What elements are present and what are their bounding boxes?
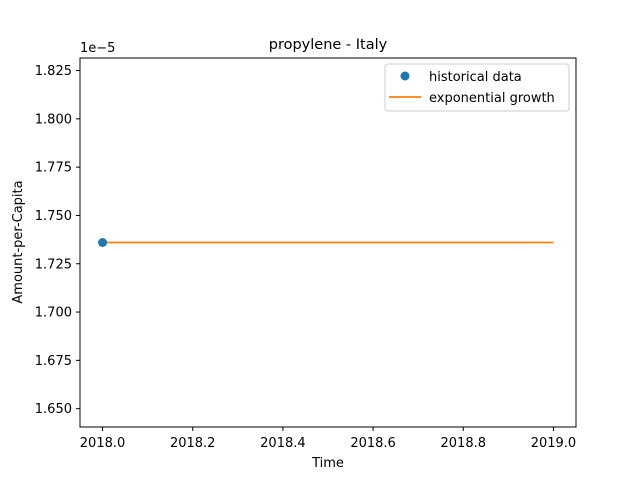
legend: historical data exponential growth (384, 63, 570, 112)
x-axis-ticks: 2018.0 2018.2 2018.4 2018.6 2018.8 2019.0 (80, 427, 576, 451)
y-axis-ticks: 1.650 1.675 1.700 1.725 1.750 1.775 1.800 1.825 (35, 64, 80, 417)
legend-label-historical-data: historical data (429, 70, 522, 85)
x-axis-label: Time (311, 456, 344, 471)
y-axis-label: Amount-per-Capita (11, 180, 26, 303)
axes-frame (79, 57, 577, 428)
y-tick-label: 1.725 (35, 257, 72, 272)
x-tick-label: 2018.0 (80, 436, 126, 451)
legend-label-exponential-growth: exponential growth (429, 91, 555, 106)
chart-title: propylene - Italy (269, 37, 388, 53)
x-tick-label: 2018.8 (441, 436, 487, 451)
plot-area (98, 238, 554, 247)
y-tick-label: 1.650 (35, 402, 72, 417)
y-offset-label: 1e−5 (80, 41, 115, 56)
y-tick-label: 1.750 (35, 209, 72, 224)
x-tick-label: 2018.2 (170, 436, 216, 451)
y-tick-label: 1.775 (35, 161, 72, 176)
data-point-historical (98, 238, 108, 247)
x-tick-label: 2018.6 (350, 436, 396, 451)
y-tick-label: 1.700 (35, 306, 72, 321)
x-tick-label: 2018.4 (260, 436, 306, 451)
y-tick-label: 1.800 (35, 112, 72, 127)
legend-box (384, 63, 570, 112)
x-tick-label: 2019.0 (531, 436, 577, 451)
y-tick-label: 1.825 (35, 64, 72, 79)
y-tick-label: 1.675 (35, 354, 72, 369)
legend-marker-historical-data (400, 71, 410, 81)
